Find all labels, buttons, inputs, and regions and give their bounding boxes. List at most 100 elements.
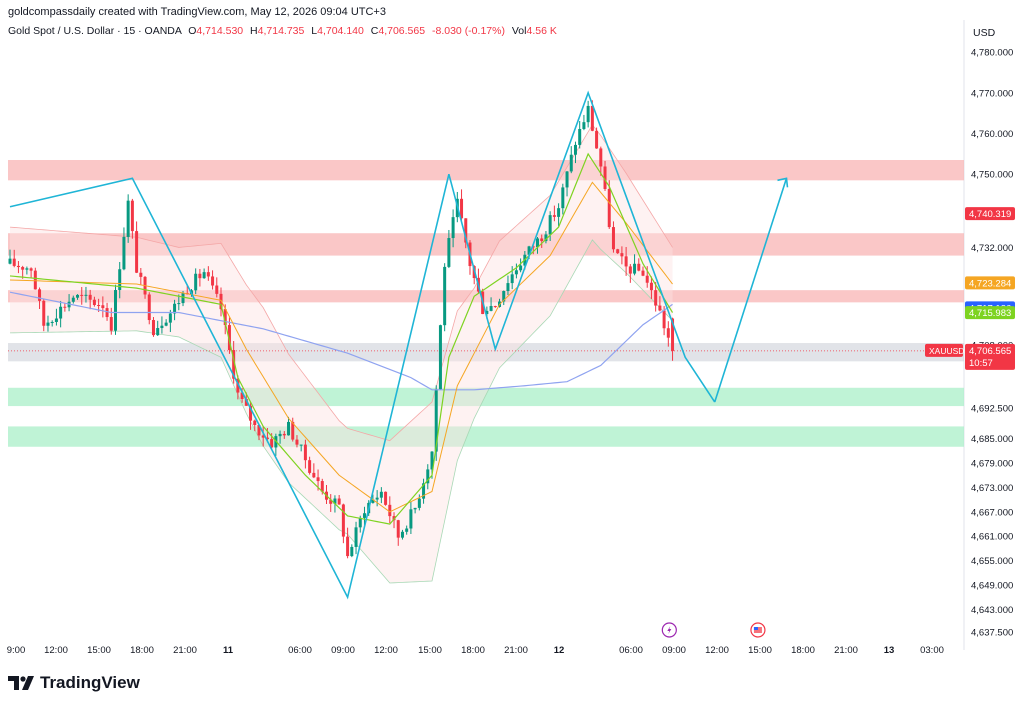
- y-tick-label: 4,750.000: [971, 170, 1013, 181]
- candle-body: [118, 269, 122, 291]
- candle: [215, 277, 219, 298]
- candle-body: [42, 300, 46, 326]
- candle-body: [320, 481, 324, 492]
- price-label-text: 4,715.983: [969, 308, 1011, 319]
- candle: [59, 300, 63, 328]
- candle-body: [350, 546, 354, 557]
- candle: [63, 302, 67, 312]
- candle: [438, 324, 442, 390]
- candle: [16, 261, 20, 274]
- candle: [346, 527, 350, 559]
- candle: [464, 218, 468, 249]
- candle-body: [662, 310, 666, 329]
- candle-body: [84, 294, 88, 296]
- candle-body: [569, 154, 573, 172]
- band-fill: [10, 124, 673, 584]
- candle: [29, 267, 33, 278]
- candle-body: [595, 130, 599, 149]
- candle-body: [502, 291, 506, 302]
- candle-body: [422, 483, 426, 499]
- candle: [164, 319, 168, 327]
- candle-body: [645, 275, 649, 283]
- candle-body: [50, 321, 54, 323]
- candle-body: [548, 215, 552, 235]
- candle: [126, 194, 130, 243]
- candle: [25, 266, 29, 275]
- candle: [552, 205, 556, 222]
- candle-body: [97, 305, 101, 307]
- candle-body: [109, 317, 113, 331]
- tradingview-logo[interactable]: TradingView: [8, 672, 140, 694]
- x-tick-label: 13: [884, 645, 895, 656]
- x-tick-label: 09:00: [331, 645, 355, 656]
- x-tick-label: 21:00: [834, 645, 858, 656]
- candle: [135, 221, 139, 274]
- high-value: 4,714.735: [257, 25, 305, 37]
- resistance-zone: [8, 233, 964, 256]
- candle: [42, 299, 46, 332]
- candle: [295, 435, 299, 448]
- candle-body: [126, 200, 130, 237]
- candle-body: [181, 293, 185, 304]
- candle-body: [561, 187, 565, 209]
- x-tick-label: 12:00: [374, 645, 398, 656]
- y-tick-label: 4,770.000: [971, 88, 1013, 99]
- candle-body: [599, 148, 603, 167]
- candle-body: [135, 231, 139, 273]
- candle-body: [198, 273, 202, 279]
- candle-body: [409, 509, 413, 529]
- candle-body: [426, 469, 430, 484]
- candle: [354, 521, 358, 555]
- candle-body: [308, 460, 312, 473]
- candle: [341, 503, 345, 544]
- candle: [409, 501, 413, 535]
- x-tick-label: 15:00: [418, 645, 442, 656]
- open-value: 4,714.530: [196, 25, 244, 37]
- candle: [544, 231, 548, 244]
- candle: [624, 246, 628, 276]
- candle: [202, 268, 206, 279]
- candle: [173, 299, 177, 321]
- candle: [303, 439, 307, 469]
- candle-body: [628, 266, 632, 274]
- candle: [282, 431, 286, 439]
- symbol-name[interactable]: Gold Spot / U.S. Dollar · 15 · OANDA: [8, 25, 182, 37]
- candle: [211, 270, 215, 290]
- x-tick-label: 18:00: [461, 645, 485, 656]
- candle-body: [316, 477, 320, 482]
- candle: [641, 266, 645, 277]
- candle-body: [211, 276, 215, 286]
- us-flag-canton: [753, 627, 758, 630]
- candle-body: [33, 270, 37, 290]
- candle: [573, 141, 577, 164]
- tradingview-wordmark: TradingView: [40, 673, 140, 692]
- ma-long-line: [9, 291, 673, 391]
- candle: [519, 258, 523, 273]
- candle: [578, 121, 582, 149]
- candle-body: [156, 328, 160, 336]
- candle: [388, 496, 392, 523]
- candle-body: [295, 439, 299, 445]
- candle: [350, 544, 354, 558]
- candle: [658, 296, 662, 312]
- candle-body: [257, 425, 261, 436]
- candle-body: [417, 498, 421, 508]
- symbol-tag-box: [925, 343, 963, 357]
- low-label: L: [311, 25, 318, 37]
- candle: [422, 478, 426, 504]
- candle-body: [582, 122, 586, 130]
- candle-body: [219, 293, 223, 310]
- candle: [249, 401, 253, 430]
- candle-body: [270, 439, 274, 448]
- candle-body: [202, 272, 206, 279]
- candle: [168, 309, 172, 332]
- candle: [287, 416, 291, 436]
- volume-value: 4.56 K: [526, 25, 557, 37]
- candle: [569, 146, 573, 174]
- candle-body: [413, 507, 417, 510]
- y-tick-label: 4,667.000: [971, 507, 1013, 518]
- candle: [88, 289, 92, 310]
- y-tick-label: 4,760.000: [971, 129, 1013, 140]
- candle-body: [392, 516, 396, 521]
